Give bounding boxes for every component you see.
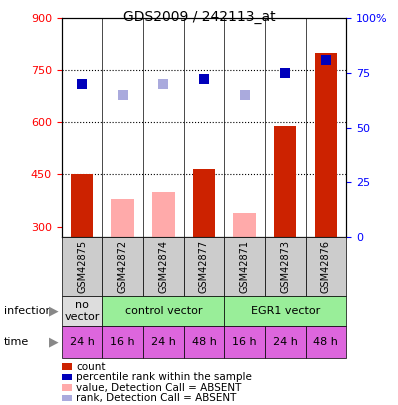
Text: GSM42873: GSM42873 (280, 240, 290, 293)
Point (282, 70, 289, 76)
Bar (102, 296, 224, 326)
Bar (62, 296, 102, 326)
Text: time: time (4, 337, 29, 347)
Text: 48 h: 48 h (314, 337, 338, 347)
Text: no
vector: no vector (64, 300, 100, 322)
Bar (71, 175, 93, 237)
Text: 16 h: 16 h (110, 337, 135, 347)
Bar (265, 237, 306, 296)
Text: infection: infection (4, 306, 53, 316)
Bar (315, 53, 337, 237)
Text: GDS2009 / 242113_at: GDS2009 / 242113_at (123, 10, 275, 24)
Bar (62, 326, 102, 358)
Bar (193, 169, 215, 237)
Bar (143, 326, 183, 358)
Bar (152, 192, 174, 237)
Text: control vector: control vector (125, 306, 202, 316)
Text: GSM42871: GSM42871 (240, 240, 250, 293)
Text: 24 h: 24 h (151, 337, 176, 347)
Bar (102, 326, 143, 358)
Text: rank, Detection Call = ABSENT: rank, Detection Call = ABSENT (76, 393, 237, 403)
Bar (224, 237, 265, 296)
Bar (306, 326, 346, 358)
Bar (224, 296, 346, 326)
Text: 24 h: 24 h (70, 337, 94, 347)
Point (323, 57, 329, 63)
Text: ▶: ▶ (49, 336, 59, 349)
Text: GSM42876: GSM42876 (321, 240, 331, 293)
Text: EGR1 vector: EGR1 vector (251, 306, 320, 316)
Text: 48 h: 48 h (191, 337, 217, 347)
Text: percentile rank within the sample: percentile rank within the sample (76, 372, 252, 382)
Bar (111, 199, 134, 237)
Bar (102, 237, 143, 296)
Point (201, 76, 207, 83)
Bar (265, 326, 306, 358)
Bar (183, 326, 224, 358)
Bar (183, 237, 224, 296)
Text: GSM42875: GSM42875 (77, 240, 87, 293)
Bar (234, 213, 256, 237)
Text: 24 h: 24 h (273, 337, 298, 347)
Text: GSM42872: GSM42872 (118, 240, 128, 293)
Text: GSM42874: GSM42874 (158, 240, 168, 293)
Text: 16 h: 16 h (232, 337, 257, 347)
Bar (143, 237, 183, 296)
Bar (62, 237, 102, 296)
Bar (274, 126, 297, 237)
Point (119, 92, 126, 98)
Text: GSM42877: GSM42877 (199, 240, 209, 293)
Bar (224, 326, 265, 358)
Bar (306, 237, 346, 296)
Point (242, 92, 248, 98)
Text: ▶: ▶ (49, 304, 59, 318)
Point (79, 81, 85, 87)
Point (160, 81, 166, 87)
Text: count: count (76, 362, 106, 371)
Text: value, Detection Call = ABSENT: value, Detection Call = ABSENT (76, 383, 242, 392)
